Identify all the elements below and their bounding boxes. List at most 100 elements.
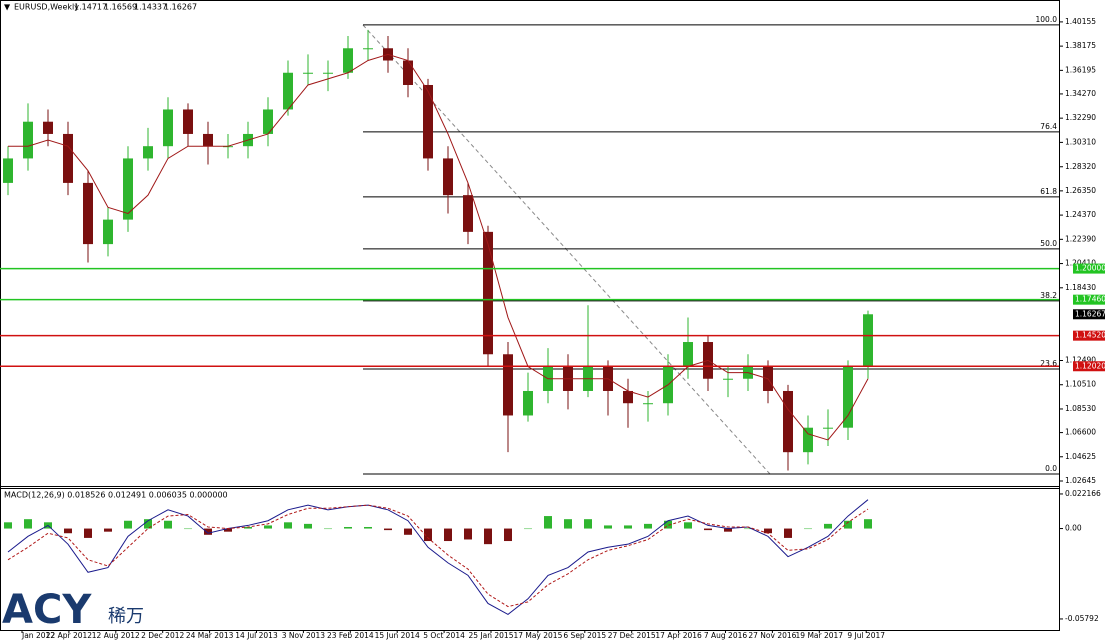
- x-tick-label: 5 Oct 2014: [423, 631, 465, 640]
- candle-body: [303, 72, 313, 74]
- macd-bar: [324, 528, 332, 530]
- fib-label: 23.6: [1040, 359, 1057, 368]
- macd-bar: [224, 528, 232, 532]
- candle-body: [143, 146, 153, 159]
- y-tick-label: 1.24370: [1065, 210, 1096, 219]
- candle-body: [43, 121, 53, 134]
- candle-body: [483, 231, 493, 355]
- macd-bar: [124, 520, 132, 529]
- macd-bar: [784, 528, 792, 538]
- y-tick-label: 1.38175: [1065, 41, 1096, 50]
- x-tick-label: 15 Jun 2014: [375, 631, 420, 640]
- x-tick-label: 6 Sep 2015: [563, 631, 606, 640]
- candle-body: [123, 158, 133, 220]
- candle-body: [863, 314, 873, 367]
- fib-label: 61.8: [1040, 187, 1057, 196]
- macd-bar: [64, 528, 72, 534]
- macd-bar: [804, 528, 812, 530]
- candle-body: [643, 403, 653, 405]
- macd-bar: [824, 523, 832, 529]
- frame: [0, 0, 1060, 631]
- candle-body: [163, 109, 173, 147]
- y-tick-label: 1.02645: [1065, 476, 1096, 485]
- x-tick-label: 27 Dec 2015: [608, 631, 656, 640]
- macd-bar: [544, 516, 552, 529]
- candle-body: [503, 354, 513, 416]
- candle-body: [783, 390, 793, 453]
- fib-label: 50.0: [1040, 239, 1057, 248]
- macd-main: [7, 499, 869, 615]
- candle-body: [823, 427, 833, 429]
- candle-body: [423, 84, 433, 159]
- y-tick-label: 1.26350: [1065, 186, 1096, 195]
- candle-body: [263, 109, 273, 134]
- x-tick-label: Jan 2012: [21, 631, 55, 640]
- macd-bar: [604, 525, 612, 529]
- y-tick-label: 1.18430: [1065, 283, 1096, 292]
- macd-bar: [444, 528, 452, 542]
- macd-bar: [164, 520, 172, 529]
- macd-bar: [584, 519, 592, 529]
- price-tag: [1073, 309, 1105, 320]
- macd-bar: [664, 520, 672, 529]
- y-tick-label: 1.04625: [1065, 452, 1096, 461]
- macd-bar: [704, 528, 712, 531]
- fib-label: 0.0: [1045, 464, 1057, 473]
- macd-bar: [684, 522, 692, 529]
- candle-body: [63, 133, 73, 183]
- macd-title: MACD(12,26,9) 0.018526 0.012491 0.006035…: [4, 491, 228, 500]
- price-label: 1.16267: [1075, 309, 1105, 318]
- y-tick-label: 1.12490: [1065, 356, 1096, 365]
- ohlc-value: 1.14717: [74, 3, 107, 12]
- x-tick-label: 14 Jul 2013: [235, 631, 278, 640]
- y-tick-label: 1.06600: [1065, 428, 1096, 437]
- header-arrow: ▼: [4, 3, 11, 12]
- y-tick-label: 1.10510: [1065, 380, 1096, 389]
- candle-body: [843, 366, 853, 428]
- candle-body: [183, 109, 193, 134]
- candle-body: [623, 390, 633, 404]
- x-tick-label: 22 Apr 2012: [46, 631, 93, 640]
- macd-bar: [344, 526, 352, 529]
- level-tag: [1073, 361, 1105, 372]
- x-tick-label: 17 May 2015: [513, 631, 562, 640]
- macd-bar: [304, 523, 312, 529]
- macd-bar: [24, 519, 32, 529]
- y-tick-label: 1.30310: [1065, 137, 1096, 146]
- macd-bar: [564, 519, 572, 529]
- level-tag: [1073, 263, 1105, 274]
- y-tick-label: 1.08530: [1065, 404, 1096, 413]
- level-tag: [1073, 294, 1105, 305]
- macd-bar: [844, 520, 852, 529]
- candle-body: [343, 48, 353, 73]
- x-tick-label: 3 Nov 2013: [282, 631, 325, 640]
- macd-bar: [244, 526, 252, 529]
- candle-body: [103, 219, 113, 245]
- macd-bar: [144, 519, 152, 529]
- level-label: 1.12020: [1075, 361, 1105, 370]
- macd-bar: [364, 526, 372, 529]
- x-tick-label: 12 Aug 2012: [92, 631, 140, 640]
- y-tick-label: 0.00: [1065, 524, 1082, 533]
- x-tick-label: 17 Apr 2016: [655, 631, 702, 640]
- macd-bar: [764, 528, 772, 534]
- macd-bar: [4, 522, 12, 529]
- macd-bar: [284, 522, 292, 529]
- macd-bar: [504, 528, 512, 542]
- candle-body: [463, 195, 473, 232]
- macd-bar: [104, 528, 112, 532]
- candle-body: [443, 158, 453, 196]
- candle-body: [83, 182, 93, 245]
- candle-body: [723, 378, 733, 380]
- macd-bar: [184, 528, 192, 530]
- macd-bar: [384, 528, 392, 531]
- macd-bar: [864, 519, 872, 529]
- y-tick-label: 1.34270: [1065, 89, 1096, 98]
- fib-label: 100.0: [1036, 15, 1058, 24]
- level-tag: [1073, 330, 1105, 341]
- y-tick-label: 1.28320: [1065, 162, 1096, 171]
- ohlc-value: 1.16569: [104, 3, 137, 12]
- candle-body: [283, 72, 293, 110]
- x-tick-label: 27 Nov 2016: [748, 631, 796, 640]
- y-tick-label: 1.22390: [1065, 234, 1096, 243]
